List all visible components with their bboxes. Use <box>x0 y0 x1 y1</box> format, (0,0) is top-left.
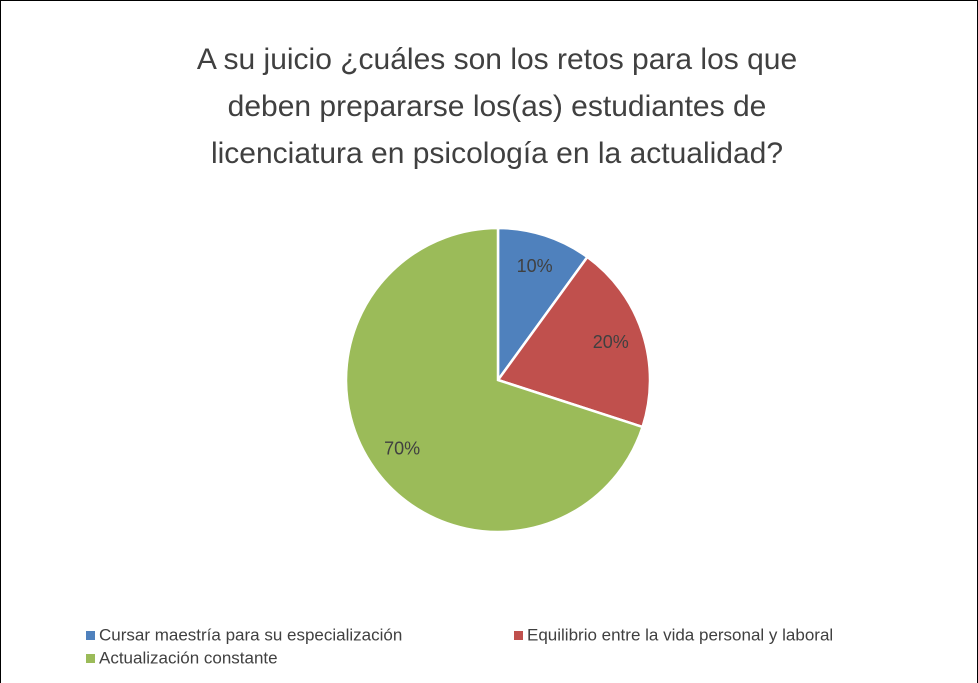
pie-slice <box>496 226 590 384</box>
data-label: 70% <box>384 438 420 458</box>
chart-title: licenciatura en psicología en la actuali… <box>211 137 783 170</box>
legend-label: Equilibrio entre la vida personal y labo… <box>527 625 833 644</box>
chart-title: A su juicio ¿cuáles son los retos para l… <box>197 43 797 76</box>
legend-swatch <box>514 631 523 640</box>
legend-label: Actualización constante <box>99 648 278 667</box>
data-label: 10% <box>517 256 553 276</box>
pie-slice <box>344 226 645 534</box>
legend-swatch <box>86 631 95 640</box>
chart-title: deben prepararse los(as) estudiantes de <box>228 90 767 123</box>
pie-slice <box>495 255 652 429</box>
data-label: 20% <box>593 332 629 352</box>
legend-swatch <box>86 654 95 663</box>
legend-label: Cursar maestría para su especialización <box>99 625 402 644</box>
